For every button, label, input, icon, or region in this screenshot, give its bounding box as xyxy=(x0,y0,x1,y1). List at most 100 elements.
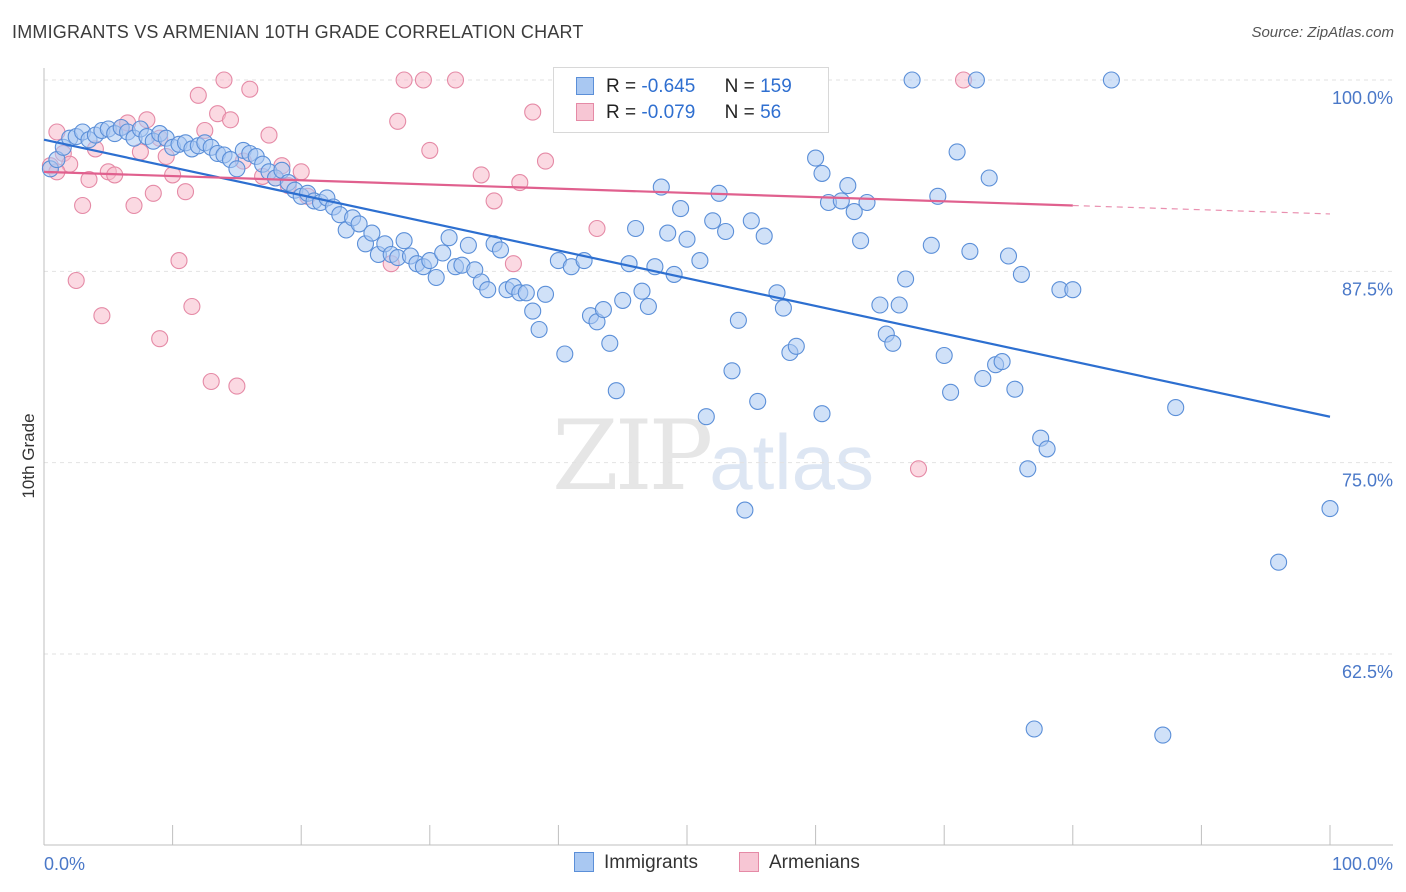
immigrants-point xyxy=(858,193,876,212)
immigrants-point xyxy=(890,296,908,314)
legend-r-value: -0.079 xyxy=(641,102,696,123)
immigrants-point xyxy=(434,244,452,262)
immigrants-point xyxy=(1012,265,1030,283)
armenians-point xyxy=(183,297,201,316)
immigrants-point xyxy=(980,169,998,187)
immigrants-point xyxy=(717,222,735,241)
watermark-atlas: atlas xyxy=(709,418,874,506)
immigrants-point xyxy=(942,383,960,401)
armenians-point xyxy=(189,86,207,104)
trend-lines xyxy=(43,138,1331,418)
immigrants-point xyxy=(749,392,767,410)
immigrants-point xyxy=(427,268,445,287)
immigrants-point xyxy=(723,362,741,380)
immigrants-legend-label: Immigrants xyxy=(604,852,698,873)
immigrants-point xyxy=(832,192,850,210)
immigrants-point xyxy=(897,270,915,288)
immigrants-point xyxy=(729,311,747,329)
armenians-point xyxy=(80,170,98,189)
y-tick-label: 75.0% xyxy=(1342,471,1393,491)
legend-n-value: 56 xyxy=(760,102,782,123)
immigrants-point xyxy=(974,369,992,388)
immigrants-point xyxy=(852,232,870,250)
immigrants-point xyxy=(774,299,792,317)
armenians-legend-label: Armenians xyxy=(769,852,860,873)
x-tick-label-max: 100.0% xyxy=(1332,854,1393,874)
immigrants-point xyxy=(1019,460,1037,478)
immigrants-point xyxy=(999,247,1018,265)
legend-n-value: 159 xyxy=(760,76,792,97)
armenians-point xyxy=(446,71,465,89)
immigrants-point xyxy=(1154,726,1172,744)
immigrants-legend-swatch xyxy=(574,852,594,872)
immigrants-point xyxy=(787,337,805,355)
armenians-point xyxy=(395,71,413,89)
armenians-point xyxy=(176,183,195,201)
legend-n-label: N = xyxy=(724,76,755,97)
immigrants-point xyxy=(601,334,619,352)
armenians-trend-line xyxy=(43,170,1073,207)
x-axis-ticks xyxy=(43,825,1331,845)
armenians-point xyxy=(93,307,111,325)
armenians-point xyxy=(292,163,310,181)
legend-n-label: N = xyxy=(724,102,755,123)
immigrants-point xyxy=(845,203,863,221)
armenians-swatch xyxy=(576,103,594,121)
immigrants-point xyxy=(536,285,555,303)
immigrants-point xyxy=(1038,440,1056,458)
immigrants-point xyxy=(363,224,381,242)
immigrants-point xyxy=(517,284,535,302)
immigrants-point xyxy=(350,215,368,233)
immigrants-point xyxy=(903,71,921,89)
legend-r-label: R = xyxy=(606,76,637,97)
immigrants-point xyxy=(884,334,902,352)
armenians-trend-extension xyxy=(1072,204,1331,215)
immigrants-point xyxy=(639,297,657,316)
armenians-point xyxy=(524,103,542,121)
immigrants-point xyxy=(967,71,985,89)
y-tick-label: 100.0% xyxy=(1332,88,1393,108)
axes xyxy=(43,68,1393,846)
x-tick-label-min: 0.0% xyxy=(44,854,85,874)
immigrants-point xyxy=(633,282,651,300)
y-tick-label: 62.5% xyxy=(1342,662,1393,682)
armenians-point xyxy=(170,252,188,270)
immigrants-point xyxy=(440,229,458,247)
immigrants-point xyxy=(607,382,625,400)
immigrants-point xyxy=(1167,399,1185,417)
immigrants-point xyxy=(961,242,979,260)
watermark: ZIPatlas xyxy=(552,400,874,512)
immigrants-point xyxy=(1025,720,1043,738)
legend-item-immigrants: Immigrants xyxy=(574,852,698,874)
armenians-point xyxy=(414,71,432,89)
immigrants-point xyxy=(491,241,510,259)
y-tick-labels: 100.0% 87.5% 75.0% 62.5% xyxy=(1332,88,1393,682)
armenians-point xyxy=(909,460,928,478)
immigrants-point xyxy=(691,252,709,270)
watermark-zip: ZIP xyxy=(552,400,713,512)
immigrants-point xyxy=(871,296,889,314)
armenians-point xyxy=(241,80,259,98)
immigrants-point xyxy=(704,212,722,230)
immigrants-point xyxy=(1270,553,1288,571)
immigrants-point xyxy=(659,224,677,242)
immigrants-point xyxy=(993,353,1011,371)
chart-title: IMMIGRANTS VS ARMENIAN 10TH GRADE CORREL… xyxy=(12,22,584,42)
immigrants-point xyxy=(678,230,696,248)
immigrants-point xyxy=(614,291,632,309)
y-tick-label: 87.5% xyxy=(1342,279,1393,299)
immigrants-point xyxy=(228,160,246,178)
correlation-legend: R = -0.645 N = 159 R = -0.079 N = 56 xyxy=(553,67,829,133)
armenians-point xyxy=(74,196,92,215)
immigrants-point xyxy=(479,281,497,299)
immigrants-point xyxy=(807,149,825,167)
armenians-point xyxy=(421,141,439,159)
immigrants-point xyxy=(530,320,548,339)
immigrants-point xyxy=(1006,380,1024,398)
immigrants-point xyxy=(524,302,542,320)
immigrants-point xyxy=(627,219,645,238)
immigrants-point xyxy=(755,227,773,245)
immigrants-points xyxy=(41,71,1339,744)
legend-r-label: R = xyxy=(606,102,637,123)
immigrants-point xyxy=(813,405,831,423)
